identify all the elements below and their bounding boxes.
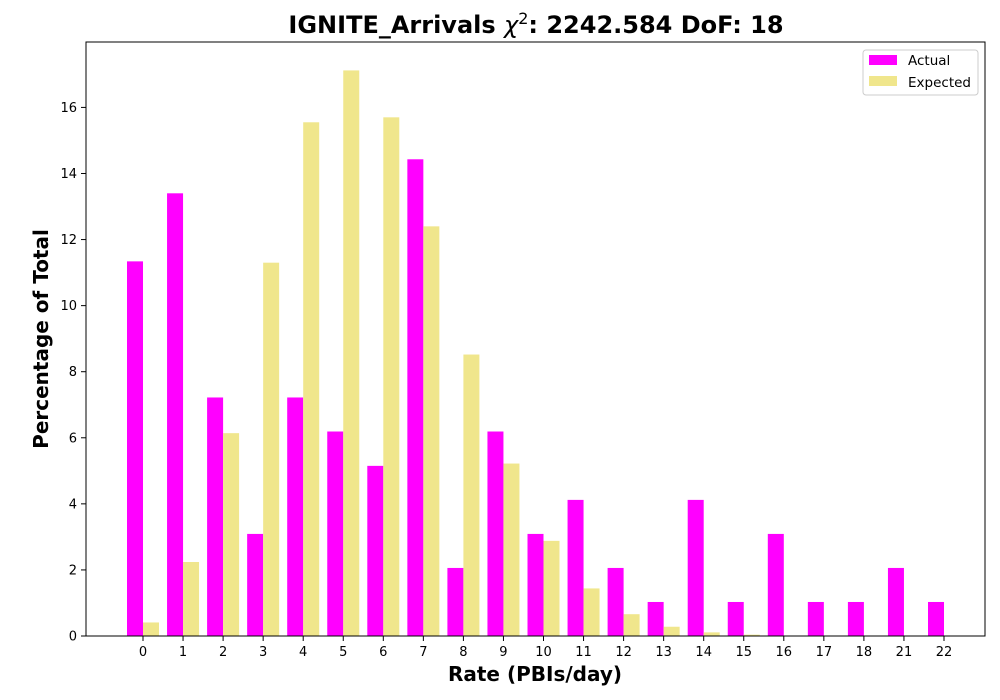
bar-actual-9 [487, 431, 504, 636]
x-tick-label: 1 [179, 645, 187, 660]
x-tick-label: 18 [856, 645, 873, 660]
x-tick-label: 8 [459, 645, 467, 660]
bar-expected-15 [743, 634, 760, 636]
bar-expected-11 [583, 588, 600, 636]
x-tick-label: 2 [219, 645, 227, 660]
x-tick-label: 7 [419, 645, 427, 660]
plot-frame [85, 41, 986, 637]
bar-actual-22 [928, 601, 944, 636]
bar-expected-14 [703, 632, 720, 636]
chart-title-prefix: IGNITE_Arrivals [288, 11, 504, 39]
x-tick-label: 9 [499, 645, 507, 660]
y-tick-label: 16 [60, 101, 77, 116]
x-tick-label: 4 [299, 645, 307, 660]
y-tick-label: 2 [69, 563, 77, 578]
bar-actual-18 [847, 601, 864, 636]
y-axis-label: Percentage of Total [29, 229, 53, 449]
chart-title-suffix: : 2242.584 DoF: 18 [528, 11, 783, 39]
bar-actual-16 [767, 533, 784, 636]
x-tick-label: 13 [655, 645, 672, 660]
bar-actual-14 [687, 499, 704, 636]
bar-expected-7 [423, 226, 440, 636]
bar-expected-5 [343, 70, 360, 637]
bar-expected-10 [543, 540, 560, 636]
bar-actual-3 [247, 533, 264, 636]
bar-expected-0 [143, 622, 159, 636]
x-tick-label: 3 [259, 645, 267, 660]
legend-label-actual: Actual [908, 53, 950, 69]
legend-label-expected: Expected [908, 75, 971, 91]
y-tick-label: 14 [60, 167, 77, 182]
chart-title: IGNITE_Arrivals χ2: 2242.584 DoF: 18 [288, 9, 783, 39]
x-tick-label: 11 [575, 645, 592, 660]
x-tick-label: 22 [936, 645, 953, 660]
y-tick-label: 4 [69, 497, 77, 512]
bar-actual-5 [327, 431, 344, 636]
bar-actual-17 [807, 601, 824, 636]
bars-layer [127, 70, 944, 637]
bar-expected-1 [183, 561, 200, 636]
x-tick-label: 21 [896, 645, 913, 660]
x-tick-label: 12 [615, 645, 632, 660]
y-tick-label: 12 [60, 233, 77, 248]
bar-actual-2 [207, 397, 224, 636]
bar-actual-15 [727, 601, 744, 636]
bar-actual-0 [127, 261, 143, 636]
x-tick-label: 15 [735, 645, 752, 660]
bar-actual-11 [567, 499, 584, 636]
bar-expected-9 [503, 463, 520, 636]
x-axis-label: Rate (PBIs/day) [448, 662, 622, 686]
y-tick-label: 8 [69, 365, 77, 380]
x-tick-label: 0 [139, 645, 147, 660]
bar-actual-21 [887, 567, 904, 636]
bar-actual-10 [527, 533, 544, 636]
bar-actual-6 [367, 465, 384, 636]
bar-expected-2 [223, 433, 240, 636]
legend-swatch-expected [869, 76, 897, 86]
bar-actual-12 [607, 567, 624, 636]
bar-expected-4 [303, 122, 320, 637]
bar-actual-13 [647, 601, 664, 636]
bar-expected-12 [623, 614, 640, 636]
x-tick-label: 5 [339, 645, 347, 660]
bar-actual-4 [287, 397, 304, 636]
y-tick-label: 0 [69, 630, 77, 645]
x-tick-label: 17 [816, 645, 833, 660]
x-tick-label: 6 [379, 645, 387, 660]
y-axis: 0 2 4 6 8 10 12 14 16 [60, 101, 86, 645]
legend-swatch-actual [869, 55, 897, 65]
bar-expected-13 [663, 626, 680, 636]
chart-title-exponent: 2 [518, 9, 528, 28]
bar-expected-6 [383, 117, 400, 637]
bar-expected-8 [463, 354, 480, 636]
bar-actual-1 [167, 193, 184, 637]
chart-title-chi: χ [502, 11, 519, 39]
bar-expected-3 [263, 262, 280, 636]
x-tick-label: 10 [535, 645, 552, 660]
bar-actual-7 [407, 159, 424, 636]
x-tick-label: 14 [695, 645, 712, 660]
y-tick-label: 10 [60, 299, 77, 314]
x-tick-label: 16 [776, 645, 793, 660]
legend: Actual Expected [862, 49, 979, 96]
bar-actual-8 [447, 567, 464, 636]
y-tick-label: 6 [69, 431, 77, 446]
x-axis: 0 1 2 3 4 5 6 7 8 9 10 11 12 13 14 15 16 17 18 21 22 [139, 636, 952, 660]
